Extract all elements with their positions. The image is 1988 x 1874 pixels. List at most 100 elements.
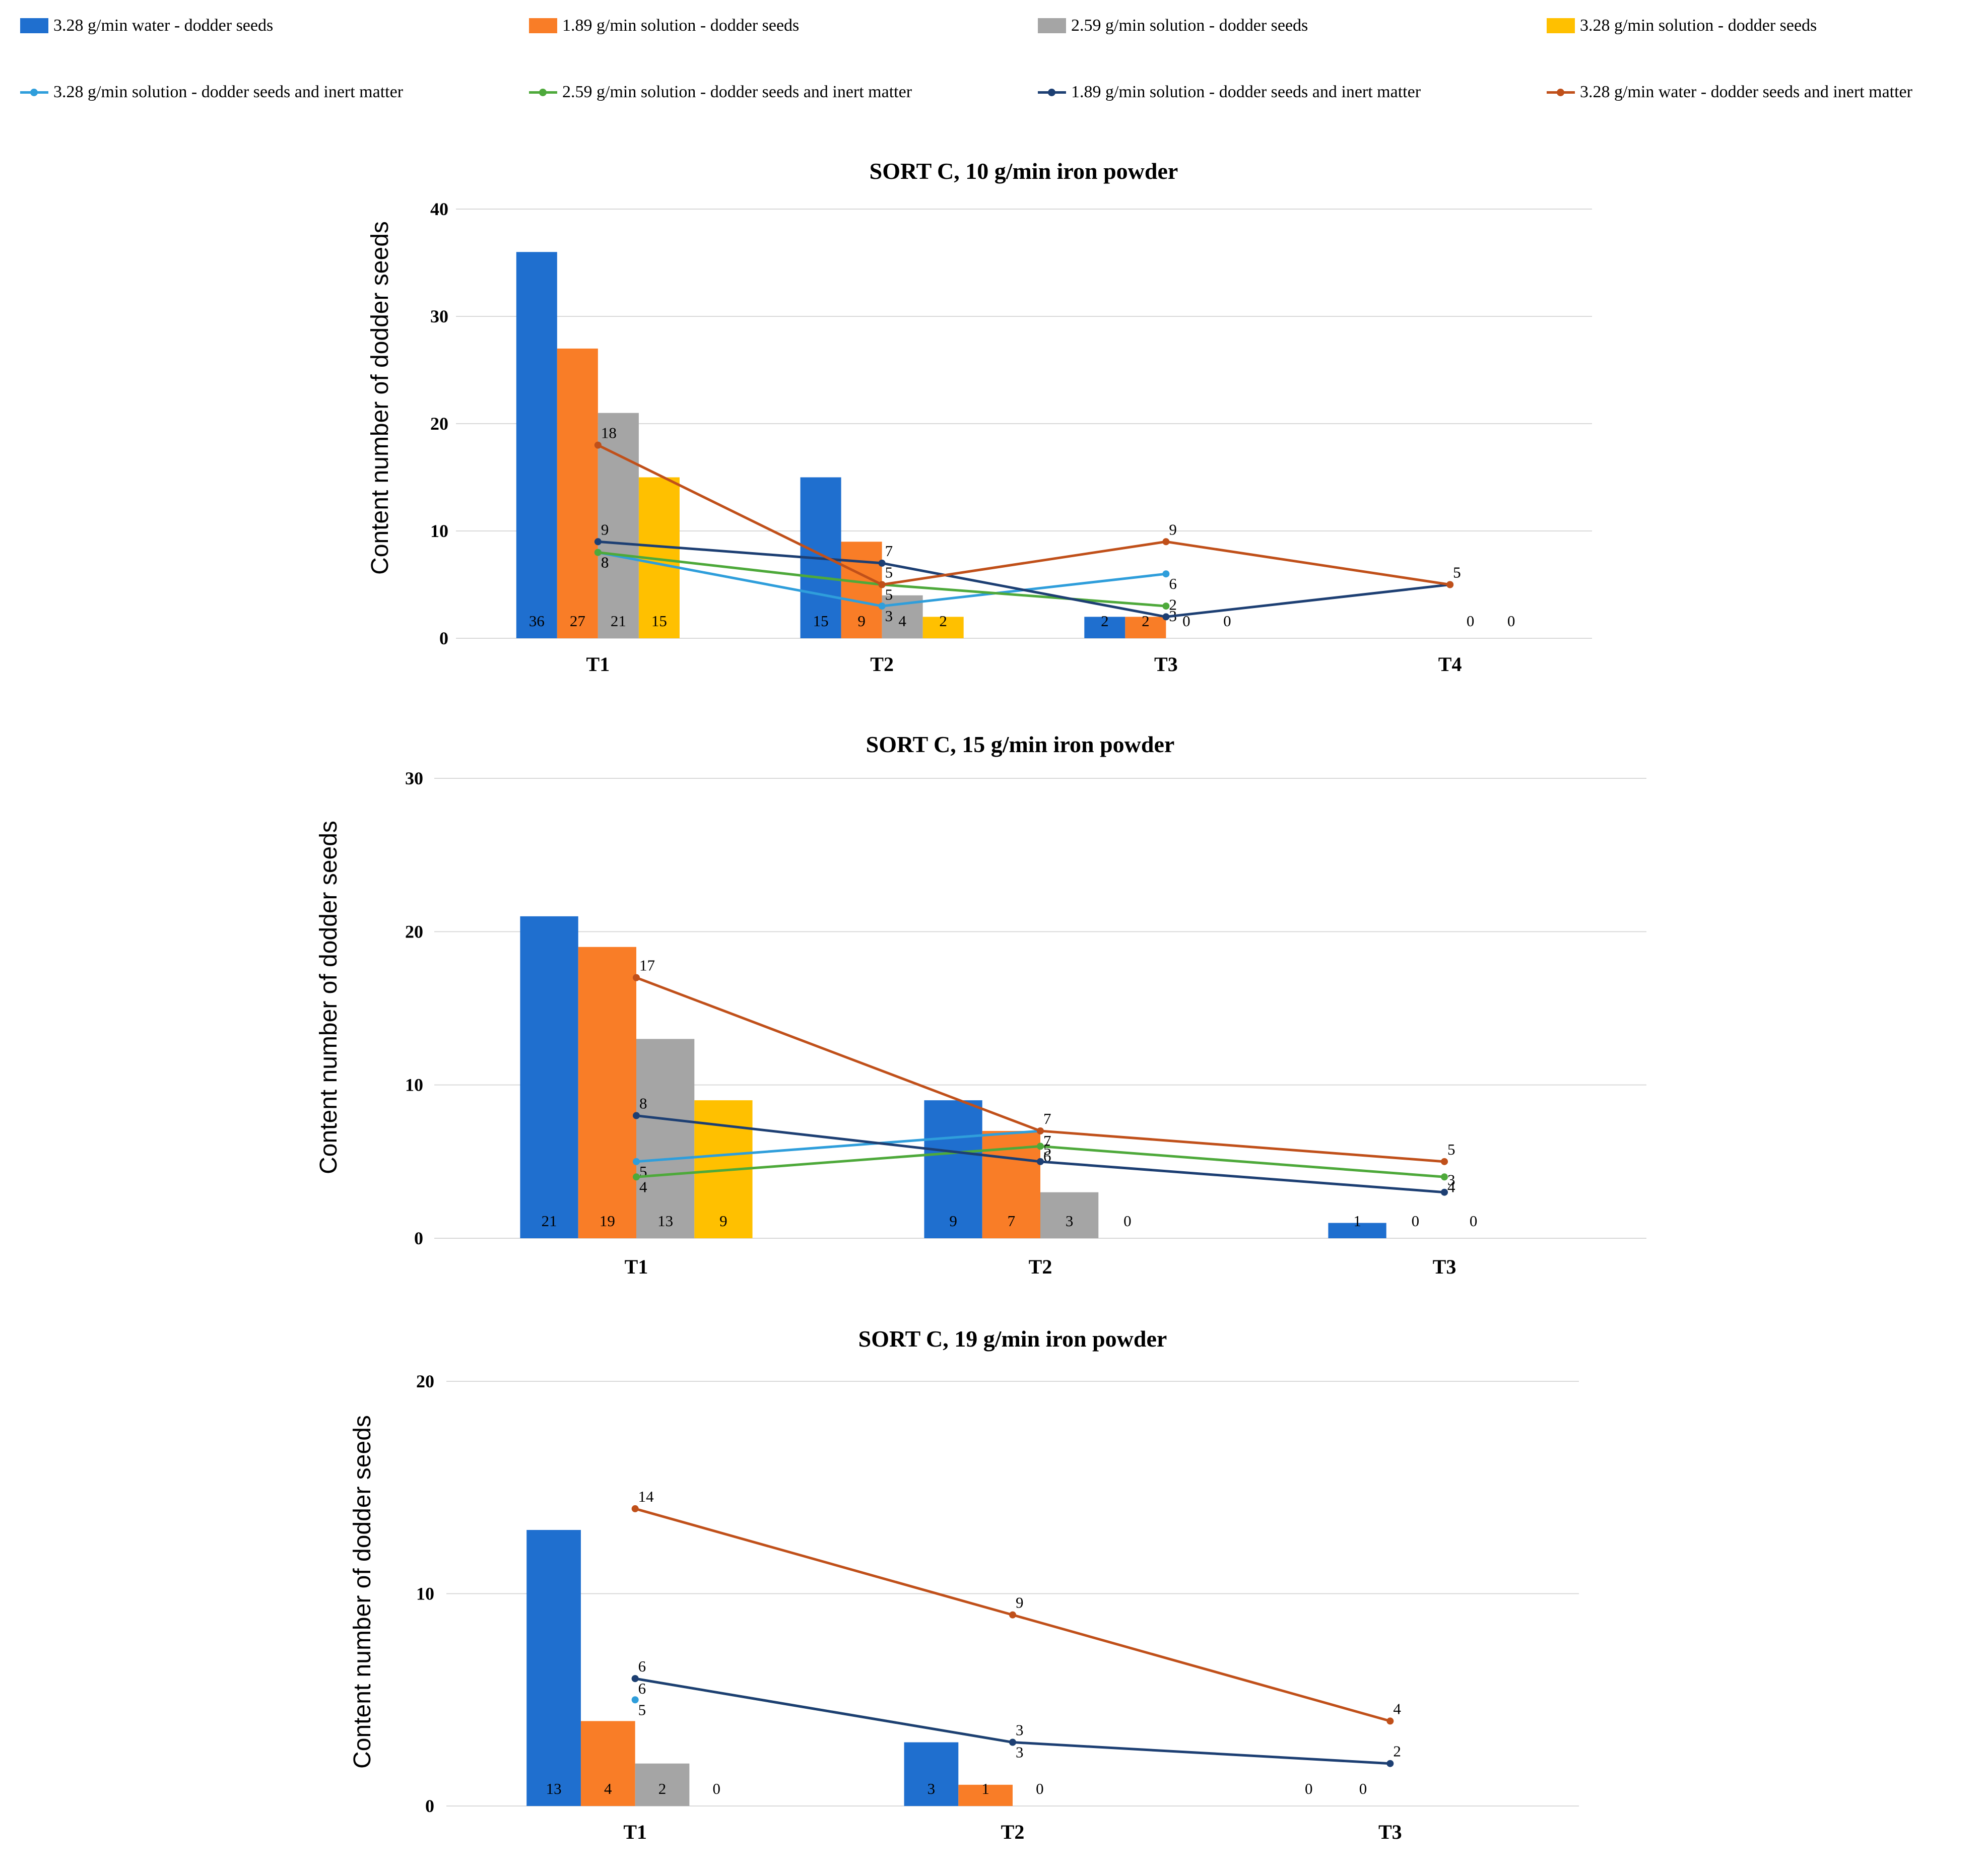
legend-swatch <box>20 18 48 33</box>
x-category-label: T3 <box>1433 1255 1456 1278</box>
y-tick-label: 10 <box>416 1584 434 1604</box>
bar <box>958 1784 1013 1806</box>
legend-line-marker <box>20 85 48 100</box>
line-point <box>631 1696 639 1704</box>
x-category-label: T2 <box>870 653 894 676</box>
y-axis-label: Content number of dodder seeds <box>349 1415 376 1769</box>
bar-data-label: 0 <box>1470 1212 1478 1230</box>
line-point <box>878 559 886 567</box>
bar <box>1040 1192 1099 1238</box>
bar-data-label: 2 <box>658 1780 667 1797</box>
x-category-label: T3 <box>1154 653 1178 676</box>
bar-data-label: 36 <box>529 612 545 630</box>
legend: 3.28 g/min water - dodder seeds 1.89 g/m… <box>0 0 1988 121</box>
chart-title: SORT C, 19 g/min iron powder <box>858 1326 1167 1352</box>
line-data-label: 3 <box>885 607 893 625</box>
y-tick-label: 40 <box>430 199 448 219</box>
chart-title: SORT C, 10 g/min iron powder <box>870 158 1178 184</box>
x-category-label: T1 <box>586 653 610 676</box>
bar-data-label: 0 <box>1507 612 1515 630</box>
legend-label: 2.59 g/min solution - dodder seeds and i… <box>562 83 912 101</box>
bar-data-label: 13 <box>546 1780 562 1797</box>
line-data-label: 9 <box>1169 520 1177 538</box>
line-data-label: 14 <box>638 1488 654 1505</box>
line-data-label: 5 <box>1453 564 1461 581</box>
line-data-label: 5 <box>1453 564 1461 581</box>
line-point <box>631 1505 639 1512</box>
bar-data-label: 21 <box>611 612 626 630</box>
series-line <box>598 540 1450 618</box>
x-category-label: T3 <box>1378 1821 1402 1843</box>
bar-data-label: 0 <box>1223 612 1231 630</box>
bar-data-label: 13 <box>657 1212 673 1230</box>
bar-data-label: 7 <box>1008 1212 1016 1230</box>
legend-label: 3.28 g/min solution - dodder seeds and i… <box>53 83 404 101</box>
line-point <box>633 1173 640 1181</box>
line-data-label: 3 <box>1016 1721 1024 1739</box>
bar-data-label: 1 <box>981 1780 989 1797</box>
x-category-label: T1 <box>625 1255 648 1278</box>
series-line <box>635 1677 1390 1765</box>
legend-label: 1.89 g/min solution - dodder seeds <box>562 16 800 35</box>
bar <box>922 617 964 638</box>
legend-label: 3.28 g/min solution - dodder seeds <box>1580 16 1817 35</box>
series-line <box>636 1129 1041 1163</box>
legend-label: 2.59 g/min solution - dodder seeds <box>1071 16 1308 35</box>
bar-data-label: 27 <box>570 612 585 630</box>
legend-item-water-inert: 3.28 g/min water - dodder seeds and iner… <box>1547 83 1912 102</box>
y-tick-label: 20 <box>405 921 423 942</box>
line-point <box>1446 581 1454 588</box>
y-tick-label: 20 <box>430 414 448 434</box>
line-data-label: 2 <box>1393 1743 1401 1760</box>
line-point <box>1386 1760 1394 1767</box>
line-data-label: 8 <box>639 1095 647 1112</box>
line-point <box>631 1675 639 1683</box>
legend-swatch <box>1547 18 1575 33</box>
legend-item-259-solution-seeds: 2.59 g/min solution - dodder seeds <box>1038 16 1308 35</box>
line-point <box>878 581 886 588</box>
chart-15-gmin: SORT C, 15 g/min iron powder0102030Conte… <box>315 731 1646 1278</box>
legend-swatch <box>529 18 557 33</box>
y-tick-label: 0 <box>425 1796 434 1816</box>
line-data-label: 5 <box>885 586 893 604</box>
legend-item-328-solution-inert: 3.28 g/min solution - dodder seeds and i… <box>20 83 403 102</box>
series-line <box>597 444 1450 586</box>
bar-data-label: 0 <box>1182 612 1190 630</box>
x-category-label: T2 <box>1001 1821 1025 1843</box>
bar-data-label: 2 <box>939 612 947 630</box>
line-point <box>594 549 602 556</box>
chart-19-gmin: SORT C, 19 g/min iron powder01020Content… <box>349 1326 1579 1843</box>
bar-data-label: 3 <box>1066 1212 1074 1230</box>
legend-swatch <box>1038 18 1066 33</box>
bar-data-label: 21 <box>542 1212 557 1230</box>
bar <box>1328 1223 1386 1238</box>
bar-data-label: 19 <box>600 1212 615 1230</box>
bar-data-label: 1 <box>1353 1212 1361 1230</box>
x-category-label: T2 <box>1029 1255 1052 1278</box>
bar-data-label: 0 <box>712 1780 720 1797</box>
y-axis-label: Content number of dodder seeds <box>367 221 393 575</box>
line-data-label: 8 <box>601 554 609 571</box>
bar <box>841 542 882 638</box>
bar-data-label: 4 <box>604 1780 612 1797</box>
y-tick-label: 0 <box>414 1228 423 1248</box>
y-tick-label: 20 <box>416 1371 434 1391</box>
y-tick-label: 10 <box>430 521 448 541</box>
line-point <box>1441 1158 1448 1165</box>
legend-item-259-solution-inert: 2.59 g/min solution - dodder seeds and i… <box>529 83 912 102</box>
bar-data-label: 0 <box>1305 1780 1313 1797</box>
bar-data-label: 2 <box>1142 612 1150 630</box>
bar-data-label: 9 <box>949 1212 957 1230</box>
line-data-label: 18 <box>601 424 617 442</box>
bar <box>924 1100 982 1238</box>
line-point <box>1386 1717 1394 1725</box>
bar <box>520 916 578 1238</box>
line-data-label: 9 <box>1016 1594 1024 1612</box>
line-point <box>1009 1611 1016 1619</box>
y-tick-label: 10 <box>405 1075 423 1095</box>
line-point <box>594 441 602 449</box>
line-point <box>633 1112 640 1119</box>
line-data-label: 9 <box>601 520 609 538</box>
line-data-label: 5 <box>638 1701 646 1718</box>
x-category-label: T4 <box>1438 653 1462 676</box>
